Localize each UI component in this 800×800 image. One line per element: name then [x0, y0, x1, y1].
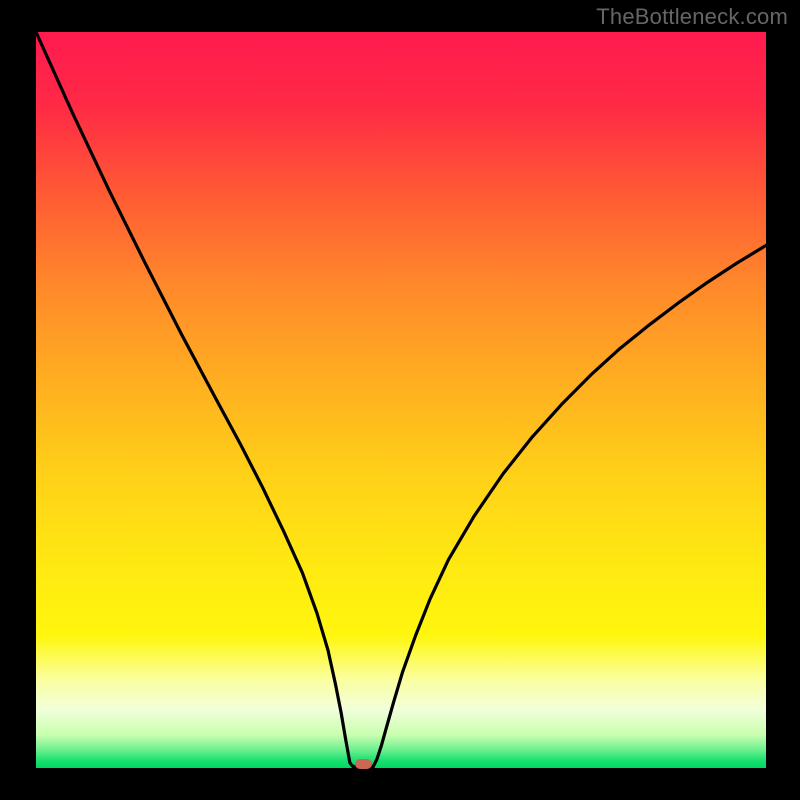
- curve-left-branch: [36, 32, 373, 767]
- min-marker: [355, 759, 372, 769]
- watermark-text: TheBottleneck.com: [596, 4, 788, 30]
- plot-area: [36, 32, 766, 768]
- chart-container: TheBottleneck.com: [0, 0, 800, 800]
- curve-right-branch: [373, 245, 766, 766]
- curve-layer: [36, 32, 766, 768]
